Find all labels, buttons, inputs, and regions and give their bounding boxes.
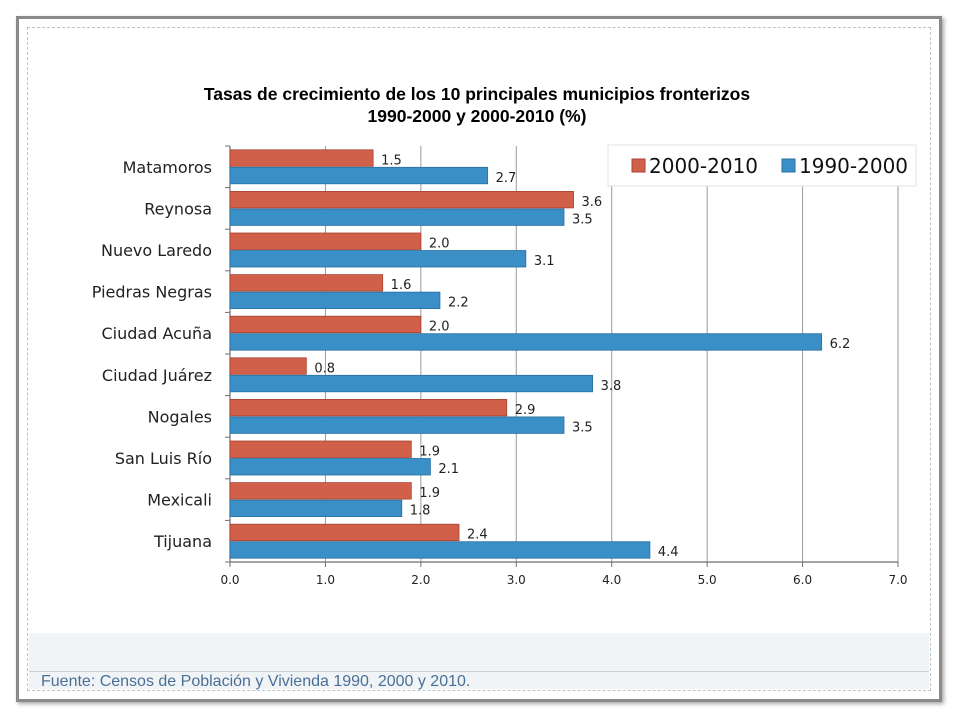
x-tick-label: 1.0 xyxy=(316,573,335,587)
data-label: 2.9 xyxy=(515,403,536,418)
category-label: Reynosa xyxy=(144,199,212,218)
category-label: Nogales xyxy=(148,407,212,426)
category-label: Nuevo Laredo xyxy=(101,241,212,260)
x-tick-label: 3.0 xyxy=(507,573,526,587)
data-label: 1.5 xyxy=(381,153,402,168)
data-label: 3.8 xyxy=(601,379,622,394)
category-label: San Luis Río xyxy=(115,449,212,468)
category-label: Ciudad Juárez xyxy=(102,366,212,385)
x-tick-label: 6.0 xyxy=(793,573,812,587)
data-label: 2.4 xyxy=(467,528,488,543)
category-label: Piedras Negras xyxy=(92,283,212,302)
x-tick-label: 7.0 xyxy=(888,573,907,587)
data-label: 2.7 xyxy=(496,171,517,186)
data-label: 1.6 xyxy=(391,278,412,293)
bar-1990-2000-tijuana xyxy=(229,541,651,559)
data-label: 2.2 xyxy=(448,296,469,311)
bar-1990-2000-ciudad-ju-rez xyxy=(229,374,594,393)
chart-subtitle: 1990-2000 y 2000-2010 (%) xyxy=(368,106,587,126)
category-label: Tijuana xyxy=(153,532,212,551)
data-label: 1.9 xyxy=(419,486,440,501)
category-label: Matamoros xyxy=(123,158,212,177)
source-note: Fuente: Censos de Población y Vivienda 1… xyxy=(41,673,471,690)
bar-1990-2000-mexicali xyxy=(229,499,403,518)
bar-2000-2010-tijuana xyxy=(229,523,460,542)
bar-2000-2010-san-luis-r-o xyxy=(229,440,412,458)
bar-1990-2000-reynosa xyxy=(229,208,565,226)
legend-box xyxy=(607,144,917,187)
data-label: 3.5 xyxy=(572,420,593,435)
data-label: 3.6 xyxy=(582,195,603,210)
chart-title: Tasas de crecimiento de los 10 principal… xyxy=(204,84,751,104)
bar-1990-2000-piedras-negras xyxy=(229,291,441,310)
category-label: Ciudad Acuña xyxy=(101,324,212,343)
bar-2000-2010-nogales xyxy=(229,398,508,417)
bar-2000-2010-nuevo-laredo xyxy=(229,232,422,250)
x-tick-label: 4.0 xyxy=(602,573,621,587)
data-label: 6.2 xyxy=(830,337,851,352)
data-label: 2.1 xyxy=(438,462,459,477)
bar-2000-2010-mexicali xyxy=(229,482,412,500)
bar-2000-2010-ciudad-ju-rez xyxy=(229,357,307,375)
data-label: 4.4 xyxy=(658,545,679,560)
bar-1990-2000-ciudad-acu-a xyxy=(229,333,823,351)
bars xyxy=(229,149,823,559)
labels: 0.0 1.0 2.0 3.0 4.0 5.0 6.0 7.0 Matamoros 1.5 2.7 R… xyxy=(92,153,908,587)
bar-2000-2010-piedras-negras xyxy=(229,274,384,292)
bar-1990-2000-nuevo-laredo xyxy=(229,250,527,268)
bar-1990-2000-nogales xyxy=(229,416,565,434)
data-label: 3.1 xyxy=(534,254,555,269)
data-label: 1.9 xyxy=(419,445,440,460)
x-tick-label: 0.0 xyxy=(220,573,239,587)
bar-1990-2000-matamoros xyxy=(229,166,489,185)
x-tick-label: 2.0 xyxy=(411,573,430,587)
data-label: 1.8 xyxy=(410,504,431,519)
slide-frame: Fuente: Censos de Población y Vivienda 1… xyxy=(16,16,942,702)
legend-label-1990-2000: 1990-2000 xyxy=(799,154,908,178)
legend-swatch-1990-2000 xyxy=(781,158,796,173)
legend-label-2000-2010: 2000-2010 xyxy=(649,154,758,178)
data-label: 2.0 xyxy=(429,320,450,335)
data-label: 2.0 xyxy=(429,237,450,252)
data-label: 3.5 xyxy=(572,212,593,227)
bar-1990-2000-san-luis-r-o xyxy=(229,458,431,476)
source-divider xyxy=(29,671,929,672)
legend-swatch-2000-2010 xyxy=(631,158,646,173)
source-band xyxy=(29,633,929,689)
data-label: 0.8 xyxy=(314,361,335,376)
content-border xyxy=(27,27,931,691)
bar-2000-2010-ciudad-acu-a xyxy=(229,315,422,334)
bar-2000-2010-reynosa xyxy=(229,190,574,209)
x-tick-label: 5.0 xyxy=(698,573,717,587)
bar-2000-2010-matamoros xyxy=(229,149,374,167)
category-label: Mexicali xyxy=(147,491,212,510)
legend: 2000-2010 1990-2000 xyxy=(607,144,917,187)
